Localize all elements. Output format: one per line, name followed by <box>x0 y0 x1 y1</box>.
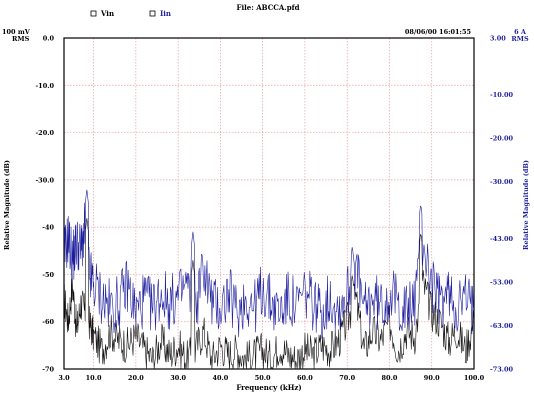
left-ref-line2: RMS <box>12 35 30 43</box>
y-tick-label-right: -30.00 <box>490 178 514 186</box>
legend-iin-label: Iin <box>160 9 171 18</box>
series-line-iin <box>63 189 475 339</box>
series-layer <box>63 189 475 370</box>
y-tick-labels-left: 0.0 -10.0 -20.0 -30.0 -40 -50 -60 -70 <box>35 35 54 374</box>
y-tick-label-right: -10.00 <box>490 91 514 99</box>
y-tick-label-right: -53.00 <box>490 278 514 286</box>
y-tick-label-left: 0.0 <box>43 35 55 43</box>
y-tick-labels-right: 3.00 -10.00 -20.00 -30.00 -43.00 -53.00 -63.00… <box>490 35 514 374</box>
x-tick-label: 20.0 <box>128 374 144 382</box>
y-tick-label-left: -10.0 <box>35 82 54 90</box>
y-tick-label-right: -73.00 <box>490 366 514 374</box>
x-tick-label: 50.0 <box>255 374 271 382</box>
series-line-vin <box>63 218 475 370</box>
legend-iin-swatch <box>149 10 156 17</box>
y-axis-label-left: Relative Magnitude (dB) <box>3 160 11 250</box>
right-ref-line2: RMS <box>511 35 529 43</box>
file-label: File: ABCCA.pfd <box>236 3 299 12</box>
y-tick-label-left: -30.0 <box>35 176 54 184</box>
x-tick-label: 90.0 <box>424 374 440 382</box>
y-tick-label-right: -20.00 <box>490 135 514 143</box>
left-ref-line1: 100 mV <box>2 28 31 36</box>
x-tick-label: 30.0 <box>170 374 186 382</box>
x-tick-label: 70.0 <box>339 374 355 382</box>
grid-lines <box>64 38 474 369</box>
x-tick-label: 3.0 <box>58 374 70 382</box>
y-tick-label-right: -63.00 <box>490 322 514 330</box>
x-tick-label: 100.0 <box>464 374 485 382</box>
y-tick-label-left: -20.0 <box>35 129 54 137</box>
y-axis-label-right: Relative Magnitude (dB) <box>522 160 530 250</box>
x-tick-label: 80.0 <box>382 374 398 382</box>
y-tick-label-left: -40 <box>42 224 54 232</box>
x-tick-labels: 3.0 10.0 20.0 30.0 40.0 50.0 60.0 70.0 80.0 90.0 1… <box>58 374 484 382</box>
x-tick-label: 10.0 <box>86 374 102 382</box>
x-tick-label: 60.0 <box>297 374 313 382</box>
legend-vin-swatch <box>90 10 97 17</box>
y-tick-label-right: 3.00 <box>490 35 506 43</box>
y-tick-label-left: -70 <box>42 366 54 374</box>
x-tick-label: 40.0 <box>212 374 228 382</box>
plot-frame <box>63 37 475 370</box>
right-ref-line1: 6 A <box>514 28 527 36</box>
timestamp: 08/06/00 16:01:55 <box>405 28 472 36</box>
x-axis-label: Frequency (kHz) <box>236 383 301 392</box>
y-tick-label-left: -50 <box>42 271 54 279</box>
legend-vin-label: Vin <box>100 9 114 18</box>
y-tick-label-right: -43.00 <box>490 235 514 243</box>
y-tick-label-left: -60 <box>42 318 54 326</box>
